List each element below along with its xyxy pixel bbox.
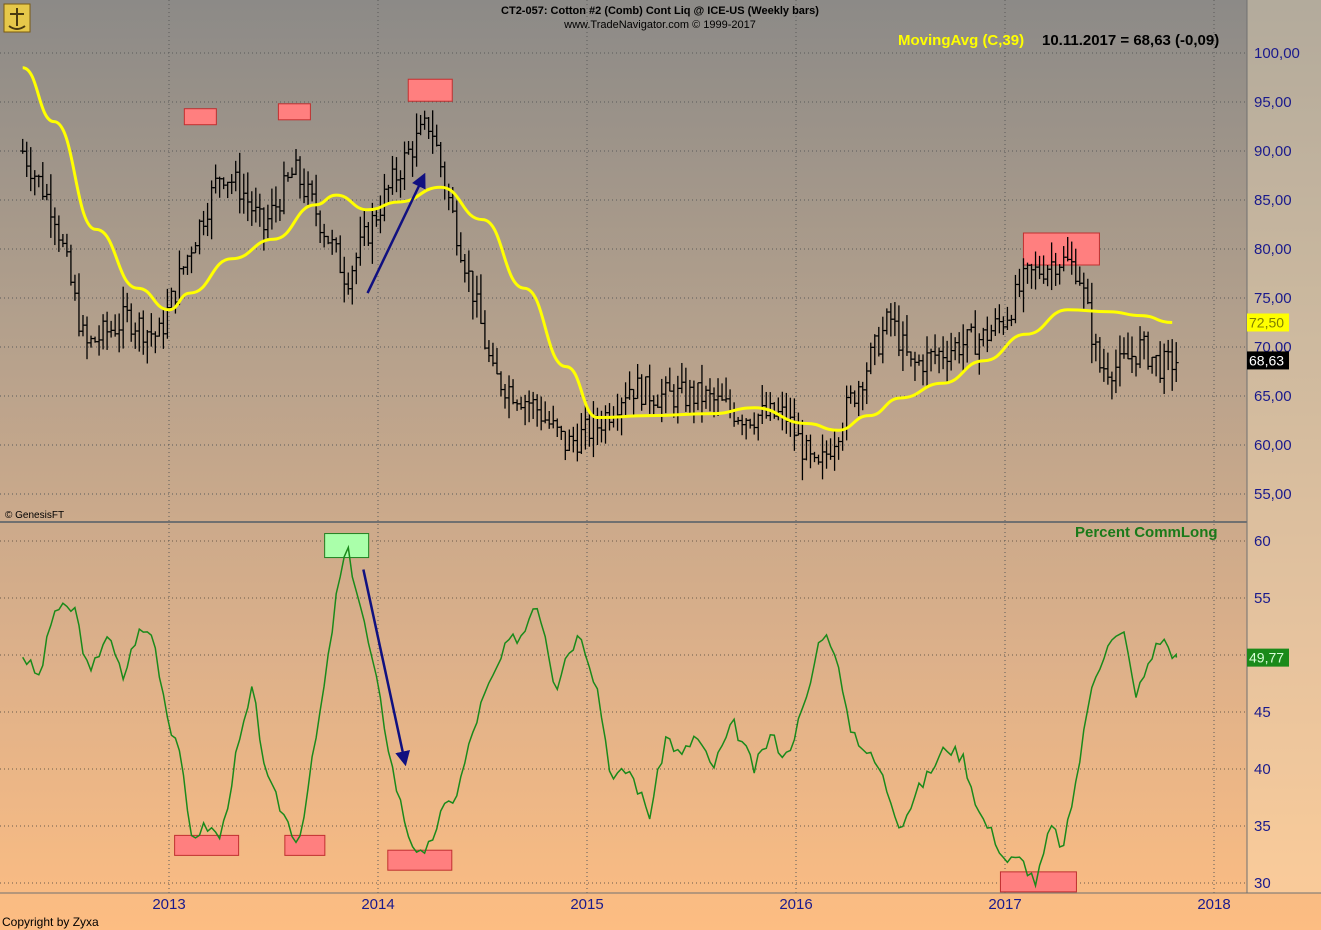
percent-commlong-line xyxy=(22,544,1178,889)
moving-avg-label: MovingAvg (C,39) xyxy=(898,32,1024,49)
right-axis-background xyxy=(1247,0,1321,893)
x-axis: 2013 2014 2015 2016 2017 2018 xyxy=(152,896,1230,913)
highlight-boxes xyxy=(174,78,1100,893)
percent-commlong-label: Percent CommLong xyxy=(1075,524,1218,541)
percent-highlight-box xyxy=(284,834,326,856)
ma-value-tag-bg xyxy=(1247,313,1289,332)
x-tick-label: 2014 xyxy=(361,896,394,913)
x-tick-label: 2018 xyxy=(1197,896,1230,913)
percent-tick-label: 40 xyxy=(1254,761,1271,778)
pct-value-tag-text: 49,77 xyxy=(1249,650,1284,666)
price-value-tag: 68,63 xyxy=(1247,351,1289,370)
pct-value-tag: 49,77 xyxy=(1247,648,1289,667)
price-value-tag-bg xyxy=(1247,351,1289,370)
price-highlight-box xyxy=(183,108,217,126)
percent-highlight-box xyxy=(387,849,453,871)
ma-value-tag: 72,50 xyxy=(1247,313,1289,332)
x-tick-label: 2017 xyxy=(988,896,1021,913)
copyright-text: Copyright by Zyxa xyxy=(2,915,99,929)
moving-avg-value: 10.11.2017 = 68,63 (-0,09) xyxy=(1042,32,1219,49)
chart-title: CT2-057: Cotton #2 (Comb) Cont Liq @ ICE… xyxy=(501,5,819,17)
percent-highlight-box-green xyxy=(324,533,370,559)
percent-tick-label: 55 xyxy=(1254,590,1271,607)
price-tick-label: 55,00 xyxy=(1254,486,1292,503)
ma-value-tag-text: 72,50 xyxy=(1249,315,1284,331)
x-tick-label: 2015 xyxy=(570,896,603,913)
percent-tick-label: 60 xyxy=(1254,533,1271,550)
pct-value-tag-bg xyxy=(1247,648,1289,667)
price-tick-label: 90,00 xyxy=(1254,143,1292,160)
price-trend-arrow xyxy=(366,172,426,294)
price-tick-label: 65,00 xyxy=(1254,388,1292,405)
x-tick-label: 2013 xyxy=(152,896,185,913)
price-tick-label: 95,00 xyxy=(1254,94,1292,111)
price-tick-label: 100,00 xyxy=(1254,45,1300,62)
x-tick-label: 2016 xyxy=(779,896,812,913)
price-highlight-box xyxy=(1022,232,1100,266)
price-tick-label: 60,00 xyxy=(1254,437,1292,454)
percent-tick-label: 30 xyxy=(1254,875,1271,892)
price-y-axis: 55,0060,0065,0070,0075,0080,0085,0090,00… xyxy=(1254,45,1300,503)
percent-tick-label: 45 xyxy=(1254,704,1271,721)
percent-tick-label: 35 xyxy=(1254,818,1271,835)
percent-trend-arrow xyxy=(362,569,410,767)
price-tick-label: 75,00 xyxy=(1254,290,1292,307)
chart-subtitle: www.TradeNavigator.com © 1999-2017 xyxy=(563,19,756,31)
price-bars xyxy=(20,110,1179,481)
percent-highlight-box xyxy=(174,834,240,856)
genesis-credit: © GenesisFT xyxy=(5,510,64,521)
logo-icon xyxy=(3,3,31,33)
price-tick-label: 85,00 xyxy=(1254,192,1292,209)
gridlines xyxy=(0,0,1247,893)
price-highlight-box xyxy=(277,103,311,121)
trend-arrows xyxy=(362,172,426,767)
moving-average-line xyxy=(22,66,1173,432)
price-highlight-box xyxy=(407,78,453,102)
price-value-tag-text: 68,63 xyxy=(1249,352,1284,368)
price-tick-label: 80,00 xyxy=(1254,241,1292,258)
